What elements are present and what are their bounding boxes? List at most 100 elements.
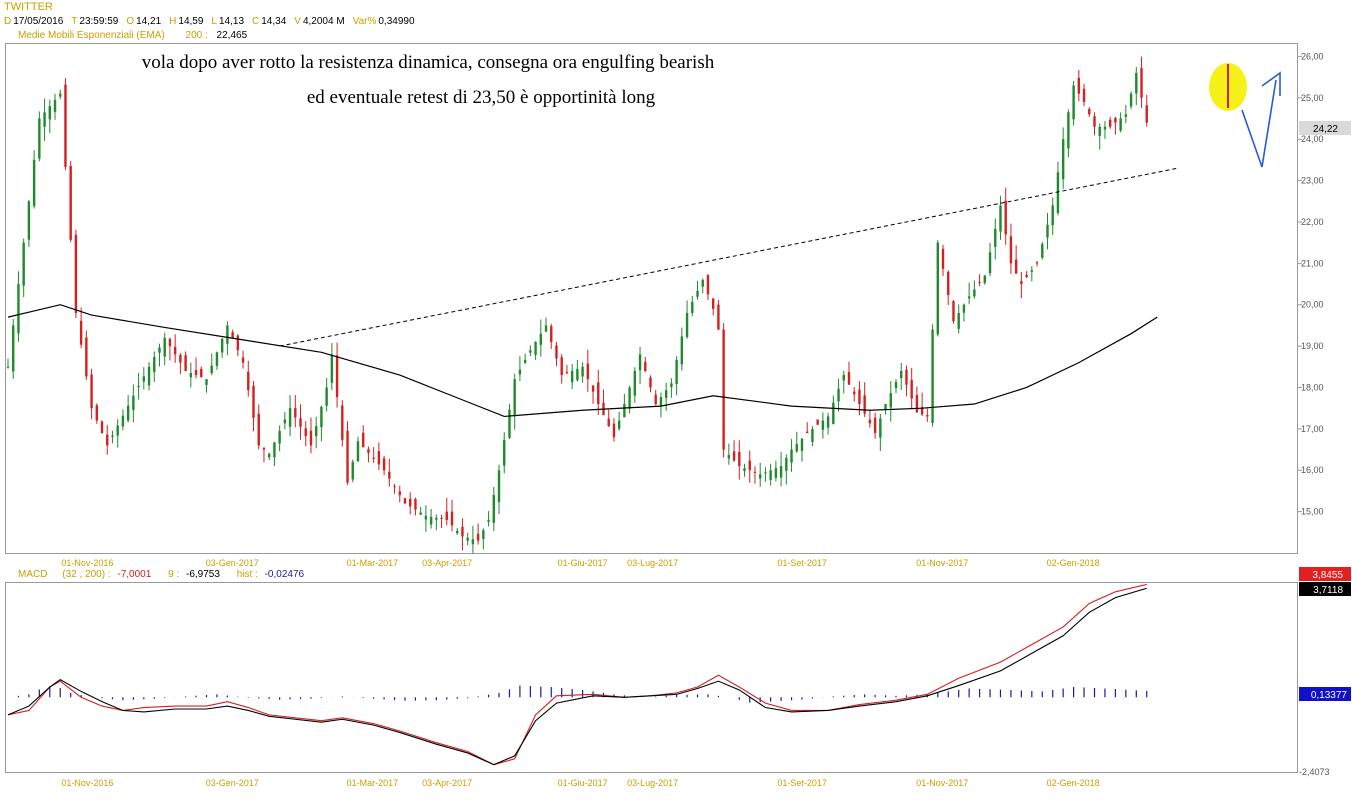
candle-body-108: [570, 370, 574, 383]
candle-body-209: [1098, 126, 1101, 137]
candle-body-0: [6, 366, 10, 368]
candle-body-43: [231, 332, 234, 338]
candle-body-55: [294, 408, 297, 418]
candle-body-83: [440, 517, 443, 519]
header-value-7: 0,34990: [378, 16, 415, 27]
candle-body-1: [12, 325, 15, 372]
candle-body-52: [278, 430, 281, 444]
price-y-tick-3: 18,00: [1301, 382, 1324, 392]
candle-body-22: [121, 415, 125, 427]
hist-label: hist :: [236, 569, 258, 580]
candle-body-127: [670, 383, 673, 388]
candle-body-58: [309, 430, 313, 446]
candle-body-207: [1088, 108, 1091, 115]
candle-body-82: [435, 517, 438, 520]
price-x-tick-2: 01-Mar-2017: [347, 558, 399, 568]
candle-body-185: [973, 289, 976, 297]
macd-badge-black-label: 3,7118: [1313, 585, 1343, 596]
price-y-tick-11: 26,00: [1301, 51, 1324, 61]
projection-arrowhead: [1261, 71, 1281, 96]
candle-body-140: [738, 451, 741, 467]
candle-body-167: [879, 418, 882, 438]
candle-body-57: [304, 428, 307, 437]
candle-body-126: [664, 390, 668, 398]
macd-histogram: [17, 685, 1148, 703]
candle-body-214: [1124, 114, 1128, 118]
candle-body-12: [69, 165, 72, 240]
candle-body-107: [565, 372, 569, 374]
candle-body-111: [586, 363, 590, 380]
candle-body-14: [79, 320, 83, 345]
candle-body-208: [1093, 116, 1096, 127]
ema-indicator-period: 200 :: [185, 30, 208, 41]
candle-body-155: [816, 419, 819, 425]
candle-body-35: [189, 372, 193, 378]
candle-body-156: [821, 420, 825, 430]
candle-body-102: [539, 333, 543, 345]
candle-body-190: [999, 205, 1002, 232]
candle-body-96: [508, 409, 511, 438]
candle-body-189: [994, 228, 997, 247]
macd-x-tick-0: 01-Nov-2016: [61, 778, 113, 788]
candle-body-80: [424, 515, 428, 520]
candle-body-110: [581, 366, 584, 377]
price-x-tick-3: 03-Apr-2017: [422, 558, 472, 568]
candle-body-45: [241, 357, 245, 363]
signal-period: 9 :: [168, 569, 180, 580]
header-value-5: 14,34: [261, 16, 287, 27]
candle-body-11: [64, 84, 67, 167]
candle-body-198: [1041, 244, 1044, 258]
candle-body-158: [832, 402, 835, 425]
candle-body-142: [748, 460, 751, 471]
candle-body-36: [194, 370, 198, 376]
macd-x-tick-1: 03-Gen-2017: [206, 778, 259, 788]
macd-x-tick-7: 01-Nov-2017: [916, 778, 968, 788]
header-value-2: 14,21: [136, 16, 162, 27]
candle-body-16: [90, 374, 93, 409]
candle-body-115: [607, 418, 610, 427]
candle-body-29: [158, 347, 161, 353]
candle-body-130: [685, 312, 689, 338]
candle-body-92: [487, 519, 490, 522]
candle-body-128: [675, 359, 678, 384]
candle-body-34: [184, 355, 187, 371]
candle-body-131: [691, 301, 694, 314]
header-value-6: 4,2004 M: [302, 16, 345, 27]
candle-body-175: [920, 406, 924, 415]
candle-body-204: [1072, 85, 1075, 120]
price-x-tick-0: 01-Nov-2016: [61, 558, 113, 568]
candle-body-162: [853, 391, 856, 395]
candle-body-32: [173, 346, 177, 355]
price-y-tick-2: 17,00: [1301, 424, 1324, 434]
candle-body-133: [701, 279, 704, 287]
candle-body-104: [550, 326, 553, 342]
candle-body-165: [868, 419, 872, 424]
candle-body-147: [774, 468, 778, 478]
header-key-1: T: [71, 16, 78, 27]
macd-badge-red: [1299, 567, 1351, 581]
candle-body-63: [335, 355, 339, 398]
candle-body-136: [717, 304, 720, 330]
candle-body-186: [978, 281, 981, 283]
candle-body-103: [544, 325, 548, 332]
macd-badge-red-label: 3,8455: [1312, 570, 1343, 581]
header-key-3: H: [169, 16, 177, 27]
candle-body-117: [617, 420, 621, 429]
candle-body-149: [785, 457, 788, 471]
candle-body-201: [1056, 172, 1060, 213]
candle-body-141: [743, 468, 746, 472]
price-y-tick-4: 19,00: [1301, 341, 1324, 351]
candle-body-116: [612, 423, 616, 438]
last-price-label: 24,22: [1313, 124, 1338, 135]
candle-body-44: [236, 335, 240, 351]
candle-body-79: [419, 512, 422, 515]
candle-body-106: [560, 357, 563, 376]
candle-body-77: [409, 498, 412, 507]
header-key-2: O: [126, 16, 135, 27]
candle-body-8: [48, 106, 51, 120]
header-value-0: 17/05/2016: [13, 16, 64, 27]
candle-body-64: [341, 405, 344, 440]
candle-body-213: [1119, 118, 1122, 131]
dynamic-resistance-trendline: [279, 167, 1179, 347]
